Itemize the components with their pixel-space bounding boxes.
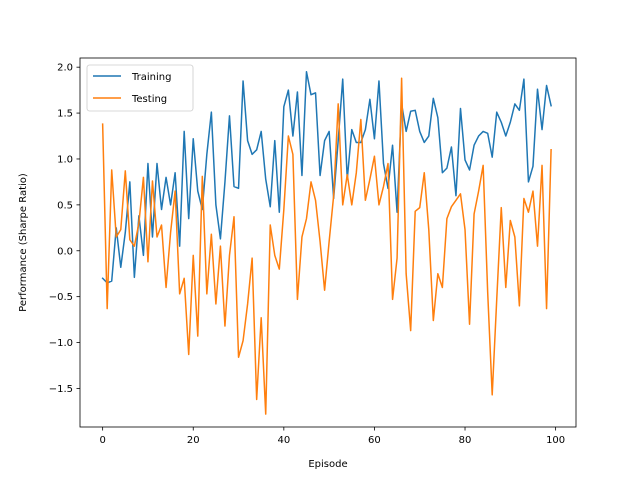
y-tick-label: −1.0 [49, 338, 73, 349]
y-axis: −1.5 −1.0 −0.5 0.0 0.5 1.0 1.5 2.0 [49, 63, 80, 395]
y-tick-label: −0.5 [49, 292, 73, 303]
plot-area [101, 71, 552, 415]
series-line-training [101, 71, 552, 284]
y-axis-label: Performance (Sharpe Ratio) [18, 173, 29, 312]
y-tick-label: 0.0 [57, 246, 73, 257]
x-tick-label: 60 [368, 435, 381, 446]
x-axis-label: Episode [308, 459, 347, 470]
series-line-testing [101, 77, 552, 415]
x-tick-label: 0 [99, 435, 105, 446]
y-tick-label: −1.5 [49, 384, 73, 395]
y-tick-label: 1.0 [57, 154, 73, 165]
axes-frame [79, 57, 577, 428]
x-axis: 0 20 40 60 80 100 [99, 427, 565, 446]
y-tick-label: 1.5 [57, 109, 73, 120]
legend: Training Testing [86, 64, 194, 112]
y-tick-label: 2.0 [57, 63, 73, 74]
y-tick-label: 0.5 [57, 200, 73, 211]
x-tick-label: 20 [187, 435, 200, 446]
x-tick-label: 40 [277, 435, 290, 446]
legend-label-testing: Testing [131, 94, 167, 105]
x-tick-label: 100 [546, 435, 565, 446]
x-tick-label: 80 [459, 435, 472, 446]
legend-label-training: Training [131, 72, 171, 83]
